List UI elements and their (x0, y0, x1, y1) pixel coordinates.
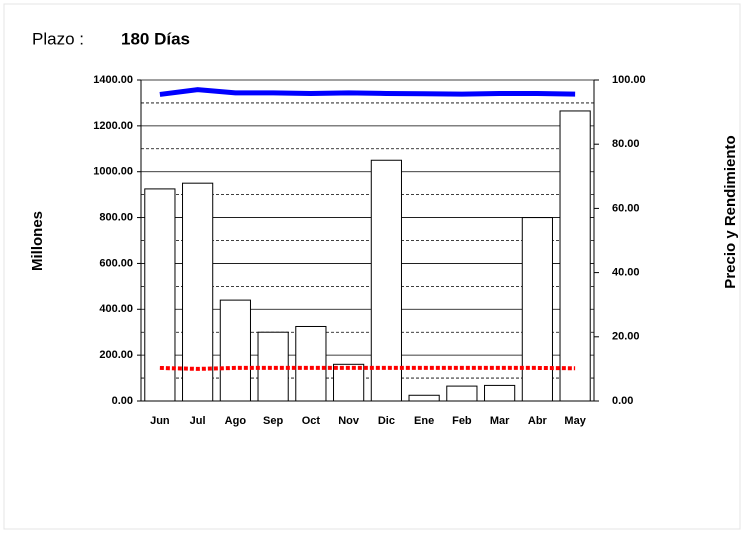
x-tick-label: Sep (263, 415, 283, 427)
x-tick-label: Abr (528, 415, 548, 427)
bar (295, 325, 327, 402)
y2-tick-label: 100.00 (612, 74, 646, 86)
x-tick-label: Ago (225, 415, 247, 427)
x-tick-label: Oct (302, 415, 321, 427)
y2-tick-label: 60.00 (612, 202, 640, 214)
heading-value: 180 Días (121, 29, 190, 48)
line (159, 87, 576, 97)
x-tick-label: Nov (338, 415, 360, 427)
x-tick-label: Ene (414, 415, 434, 427)
y2-tick-label: 40.00 (612, 267, 640, 279)
bar (370, 159, 402, 402)
bar (559, 110, 591, 402)
bar (408, 394, 440, 402)
y2-tick-label: 20.00 (612, 331, 640, 343)
heading-label: Plazo : (32, 29, 84, 48)
y2-tick-label: 0.00 (612, 395, 633, 407)
y2-axis-label: Precio y Rendimiento (722, 135, 739, 288)
y-tick-label: 1400.00 (93, 74, 133, 86)
bar (182, 182, 214, 402)
bar (521, 217, 553, 402)
y-tick-label: 600.00 (99, 257, 133, 269)
x-tick-label: Dic (378, 415, 395, 427)
bar (144, 188, 176, 402)
x-tick-label: Jul (190, 415, 206, 427)
y2-tick-label: 80.00 (612, 138, 640, 150)
y-tick-label: 1000.00 (93, 166, 133, 178)
y-tick-label: 1200.00 (93, 120, 133, 132)
x-tick-label: May (564, 415, 586, 427)
y-tick-label: 200.00 (99, 349, 133, 361)
bar (484, 384, 516, 402)
y-axis-label: Millones (29, 211, 46, 271)
x-tick-label: Jun (150, 415, 170, 427)
bar (333, 363, 365, 402)
bar (219, 299, 251, 402)
y-tick-label: 800.00 (99, 211, 133, 223)
y-tick-label: 0.00 (112, 395, 133, 407)
x-tick-label: Mar (490, 415, 510, 427)
y-tick-label: 400.00 (99, 303, 133, 315)
line (159, 365, 576, 371)
x-tick-label: Feb (452, 415, 472, 427)
bar (446, 385, 478, 402)
